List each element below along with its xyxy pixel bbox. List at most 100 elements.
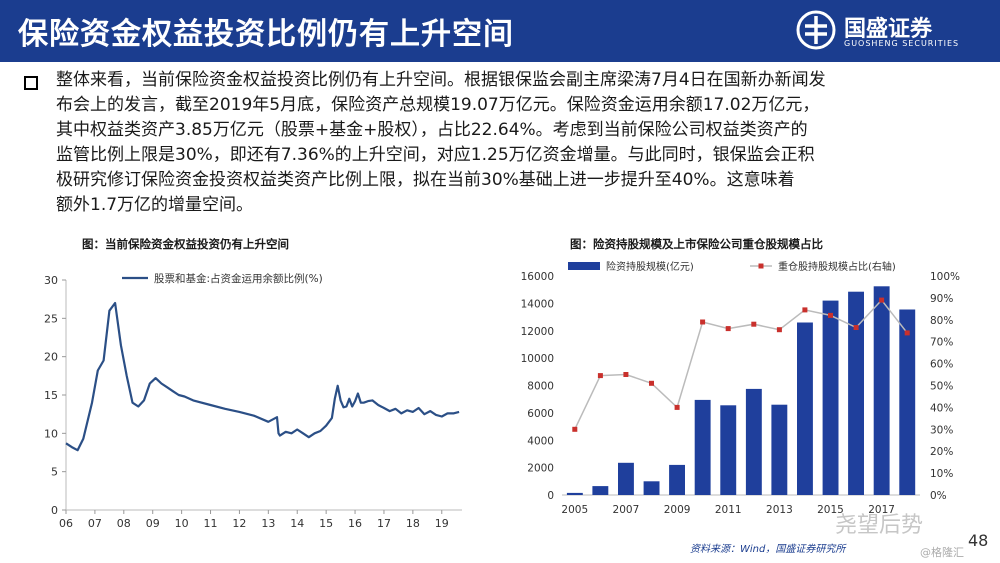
y-right-tick-label: 100%: [930, 271, 960, 283]
y-tick-label: 0: [51, 504, 58, 517]
right-chart-title: 图：险资持股规模及上市保险公司重仓股规模占比: [570, 237, 823, 251]
paragraph-line: 监管比例上限是30%，即还有7.36%的上升空间，对应1.25万亿资金增量。与此…: [56, 145, 815, 165]
y-tick-label: 5: [51, 466, 58, 479]
y-left-tick-label: 10000: [521, 353, 554, 365]
bar-holding-scale: [797, 322, 813, 495]
y-tick-label: 30: [44, 274, 58, 287]
bar-holding-scale: [566, 492, 583, 495]
source-note: 资料来源：Wind，国盛证券研究所: [690, 544, 846, 555]
right-bar-line-chart: 0 2000 4000 6000 8000 10000 12000 14000 16000 0% 1…: [521, 260, 960, 516]
bar-holding-scale: [720, 405, 737, 495]
left-chart-title: 图：当前保险资金权益投资仍有上升空间: [82, 237, 289, 251]
y-left-tick-label: 16000: [521, 271, 554, 283]
paragraph-line: 布会上的发言，截至2019年5月底，保险资产总规模19.07万亿元。保险资金运用…: [56, 95, 820, 115]
y-tick-label: 25: [44, 312, 58, 325]
series-line-ratio: [574, 298, 908, 430]
paragraph-line: 额外1.7万亿的增量空间。: [56, 195, 254, 215]
company-logo: 国盛证券 GUOSHENG SECURITIES: [796, 8, 986, 54]
x-tick-label: 18: [406, 517, 420, 530]
bar-holding-scale: [618, 462, 634, 495]
y-left-tick-label: 12000: [521, 326, 554, 338]
ratio-point-marker: [700, 319, 706, 325]
y-left-tick-label: 4000: [527, 435, 554, 447]
x-tick-label: 14: [290, 517, 304, 530]
header-bar: 保险资金权益投资比例仍有上升空间 国盛证券 GUOSHENG SECURITIE…: [0, 0, 1000, 62]
left-line-chart: 0 5 10 15 20 25 30 06 07 08 09 10 11 12 13 14 15 16 17 18 19…: [44, 272, 462, 530]
paragraph-line: 其中权益类资产3.85万亿元（股票+基金+股权），占比22.64%。考虑到当前保…: [56, 120, 808, 140]
ratio-point-marker: [802, 307, 808, 313]
x-tick-label: 2009: [664, 504, 691, 516]
x-tick-label: 15: [319, 517, 333, 530]
bar-holding-scale: [745, 388, 762, 495]
bar-holding-scale: [771, 404, 788, 495]
x-tick-label: 08: [117, 517, 131, 530]
x-tick-label: 19: [435, 517, 449, 530]
page-title: 保险资金权益投资比例仍有上升空间: [18, 17, 514, 52]
y-left-tick-label: 6000: [527, 408, 554, 420]
bar-holding-scale: [592, 486, 609, 495]
y-right-tick-label: 30%: [930, 424, 953, 436]
y-tick-label: 20: [44, 351, 58, 364]
x-tick-label: 2017: [868, 504, 895, 516]
y-left-tick-label: 14000: [521, 298, 554, 310]
legend-label-bars: 险资持股规模(亿元): [606, 260, 694, 273]
y-right-tick-label: 40%: [930, 402, 953, 414]
watermark-text: 尧望后势: [835, 513, 924, 538]
x-tick-label: 09: [146, 517, 160, 530]
x-tick-label: 13: [261, 517, 275, 530]
x-tick-label: 2005: [561, 504, 588, 516]
ratio-point-marker: [649, 380, 654, 386]
y-left-tick-label: 2000: [527, 463, 554, 475]
logo-name-en: GUOSHENG SECURITIES: [844, 39, 960, 48]
ratio-point-marker: [725, 326, 731, 332]
ratio-point-marker: [776, 327, 782, 333]
bar-holding-scale: [669, 464, 685, 495]
x-tick-label: 2013: [766, 504, 793, 516]
bar-holding-scale: [694, 399, 711, 495]
legend-bar-swatch: [568, 262, 600, 270]
logo-emblem-icon: [796, 10, 836, 50]
bullet-square-icon: [24, 76, 38, 90]
series-line-equity-ratio: [65, 301, 460, 452]
x-tick-label: 2015: [817, 504, 844, 516]
bar-holding-scale: [643, 481, 660, 495]
paragraph-line: 整体来看，当前保险资金权益投资比例仍有上升空间。根据银保监会副主席梁涛7月4日在…: [56, 70, 826, 90]
bar-holding-scale: [822, 300, 839, 495]
x-tick-label: 17: [377, 517, 391, 530]
legend-marker-swatch: [758, 263, 764, 269]
legend-label-ratio: 重仓股持股规模占比(右轴): [778, 260, 896, 273]
x-tick-label: 2011: [715, 504, 742, 516]
y-tick-label: 10: [44, 427, 58, 440]
y-right-tick-label: 10%: [930, 468, 953, 480]
watermark-handle: @格隆汇: [920, 546, 964, 559]
x-tick-label: 10: [175, 517, 189, 530]
body-paragraph: 整体来看，当前保险资金权益投资比例仍有上升空间。根据银保监会副主席梁涛7月4日在…: [56, 68, 978, 218]
ratio-point-marker: [879, 297, 885, 303]
logo-name-cn: 国盛证券: [844, 17, 933, 42]
x-tick-label: 16: [348, 517, 362, 530]
y-right-tick-label: 90%: [930, 293, 953, 305]
ratio-point-marker: [674, 404, 680, 410]
bar-holding-scale: [899, 309, 916, 495]
y-right-tick-label: 80%: [930, 315, 953, 327]
x-tick-label: 06: [59, 517, 73, 530]
ratio-point-marker: [828, 312, 833, 318]
x-tick-label: 11: [204, 517, 218, 530]
x-tick-label: 12: [232, 517, 246, 530]
ratio-point-marker: [597, 373, 603, 379]
y-right-tick-label: 0%: [930, 490, 947, 502]
y-right-tick-label: 20%: [930, 446, 953, 458]
bar-holding-scale: [873, 286, 890, 495]
ratio-point-marker: [751, 321, 757, 327]
y-right-tick-label: 60%: [930, 359, 953, 371]
ratio-point-marker: [904, 330, 910, 336]
x-tick-label: 07: [88, 517, 102, 530]
y-left-tick-label: 0: [547, 490, 554, 502]
bar-holding-scale: [848, 291, 864, 495]
y-left-tick-label: 8000: [527, 381, 554, 393]
y-tick-label: 15: [44, 389, 58, 402]
ratio-point-marker: [853, 325, 859, 330]
y-right-tick-label: 50%: [930, 381, 953, 393]
page-number: 48: [968, 531, 989, 550]
x-tick-label: 2007: [613, 504, 640, 516]
